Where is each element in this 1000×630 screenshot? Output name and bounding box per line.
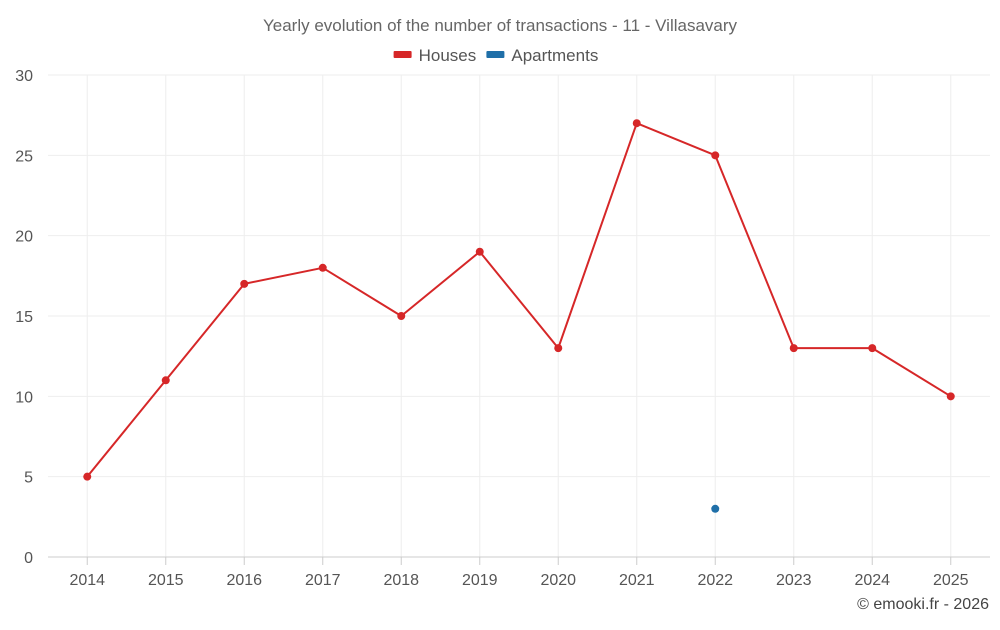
y-tick-label: 5 [24,470,33,487]
grid [48,74,990,557]
data-point-apartments [711,504,720,513]
x-tick-label: 2017 [305,572,341,589]
x-tick-label: 2025 [933,572,969,589]
legend-swatch-apartments [486,51,505,58]
data-point-houses [161,376,170,385]
x-tick-label: 2016 [226,572,262,589]
chart-title: Yearly evolution of the number of transa… [263,16,738,35]
data-point-houses [789,344,798,353]
x-tick-label: 2015 [148,572,184,589]
x-tick-label: 2018 [383,572,419,589]
x-tick-label: 2020 [540,572,576,589]
x-tick-label: 2021 [619,572,655,589]
x-axis: 2014 2015 2016 2017 2018 2019 2020 2021 2022 2023… [48,556,990,589]
y-tick-label: 10 [15,389,33,406]
data-point-houses [475,247,484,256]
data-point-houses [83,472,92,481]
data-point-houses [632,119,641,128]
y-tick-label: 30 [15,68,33,85]
legend-swatch-houses [393,51,412,58]
data-point-houses [397,312,406,320]
x-tick-label: 2022 [697,572,733,589]
legend: Houses Apartments [393,46,598,65]
x-tick-label: 2019 [462,572,498,589]
credit-text: © emooki.fr - 2026 [857,596,989,613]
x-tick-label: 2024 [854,572,890,589]
data-point-houses [868,344,877,353]
data-point-houses [946,392,955,401]
legend-label-apartments: Apartments [511,46,598,65]
y-tick-label: 0 [24,550,33,567]
y-axis: 0 5 10 15 20 25 30 [15,68,33,567]
data-point-houses [318,263,327,272]
data-point-houses [240,279,249,288]
data-point-houses [711,151,720,160]
data-point-houses [554,344,563,353]
y-tick-label: 20 [15,229,33,246]
y-tick-label: 15 [15,309,33,326]
series-layer [83,119,955,513]
legend-label-houses: Houses [419,46,477,65]
x-tick-label: 2023 [776,572,812,589]
series-line-houses [86,122,952,478]
y-tick-label: 25 [15,148,33,165]
x-tick-label: 2014 [69,572,105,589]
